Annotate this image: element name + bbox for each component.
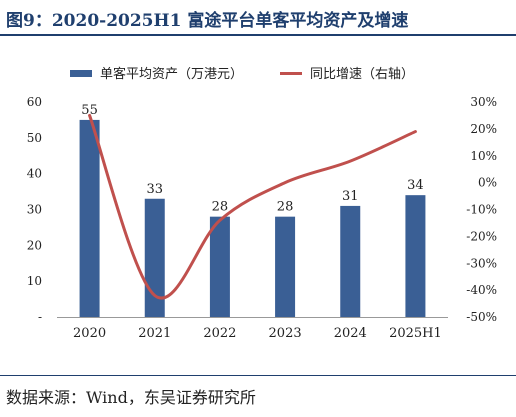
bar: [79, 119, 100, 318]
right-axis: -50% -40% -30% -20% -10% 0% 10% 20% 30%: [466, 95, 497, 324]
bar-data-label: 28: [212, 200, 229, 215]
growth-line: [88, 113, 417, 300]
bar-data-label: 34: [407, 178, 424, 193]
footer-divider: [0, 375, 516, 376]
x-tick-label: 2024: [334, 326, 367, 341]
right-tick-label: 20%: [470, 122, 497, 136]
left-tick-label: 30: [27, 203, 42, 217]
bar-data-label: 33: [146, 182, 163, 197]
bar: [209, 216, 230, 317]
x-axis: 2020 2021 2022 2023 2024 2025H1: [57, 317, 448, 341]
left-tick-label: 20: [27, 238, 42, 252]
left-axis: - 10 20 30 40 50 60: [27, 95, 42, 324]
left-tick-label: -: [38, 310, 42, 324]
right-tick-label: -50%: [466, 310, 497, 324]
bar-data-label: 31: [342, 189, 359, 204]
legend: 单客平均资产（万港元） 同比增速（右轴）: [70, 66, 414, 82]
line-series: [88, 113, 417, 300]
x-tick-label: 2020: [73, 326, 106, 341]
bar: [405, 195, 426, 317]
legend-bar-label: 单客平均资产（万港元）: [100, 66, 243, 82]
source-note: 数据来源：Wind，东吴证券研究所: [6, 388, 256, 407]
left-tick-label: 60: [27, 95, 42, 109]
bar-data-labels: 55 33 28 28 31 34: [81, 103, 423, 215]
right-tick-label: 30%: [470, 95, 497, 109]
bar-data-label: 28: [277, 200, 294, 215]
right-tick-label: 10%: [470, 149, 497, 163]
right-tick-label: -40%: [466, 283, 497, 297]
title-divider: [0, 34, 516, 36]
legend-bar-swatch: [70, 70, 92, 77]
right-tick-label: 0%: [478, 176, 497, 190]
legend-line-label: 同比增速（右轴）: [310, 67, 414, 82]
bar-data-label: 55: [81, 103, 98, 118]
bar: [275, 216, 296, 317]
x-tick-label: 2021: [138, 326, 171, 341]
x-tick-label: 2025H1: [389, 326, 442, 341]
right-tick-label: -20%: [466, 229, 497, 243]
figure-title: 图9：2020-2025H1 富途平台单客平均资产及增速: [6, 11, 409, 31]
bar: [340, 205, 361, 317]
right-tick-label: -10%: [466, 203, 497, 217]
left-tick-label: 10: [27, 274, 42, 288]
left-tick-label: 40: [27, 167, 42, 181]
bar-series: [79, 119, 426, 318]
x-tick-label: 2022: [203, 326, 236, 341]
x-tick-label: 2023: [269, 326, 302, 341]
right-tick-label: -30%: [466, 256, 497, 270]
left-tick-label: 50: [27, 131, 42, 145]
chart: 单客平均资产（万港元） 同比增速（右轴） - 10 20 30 40 50 60 -50% -4…: [27, 66, 497, 341]
